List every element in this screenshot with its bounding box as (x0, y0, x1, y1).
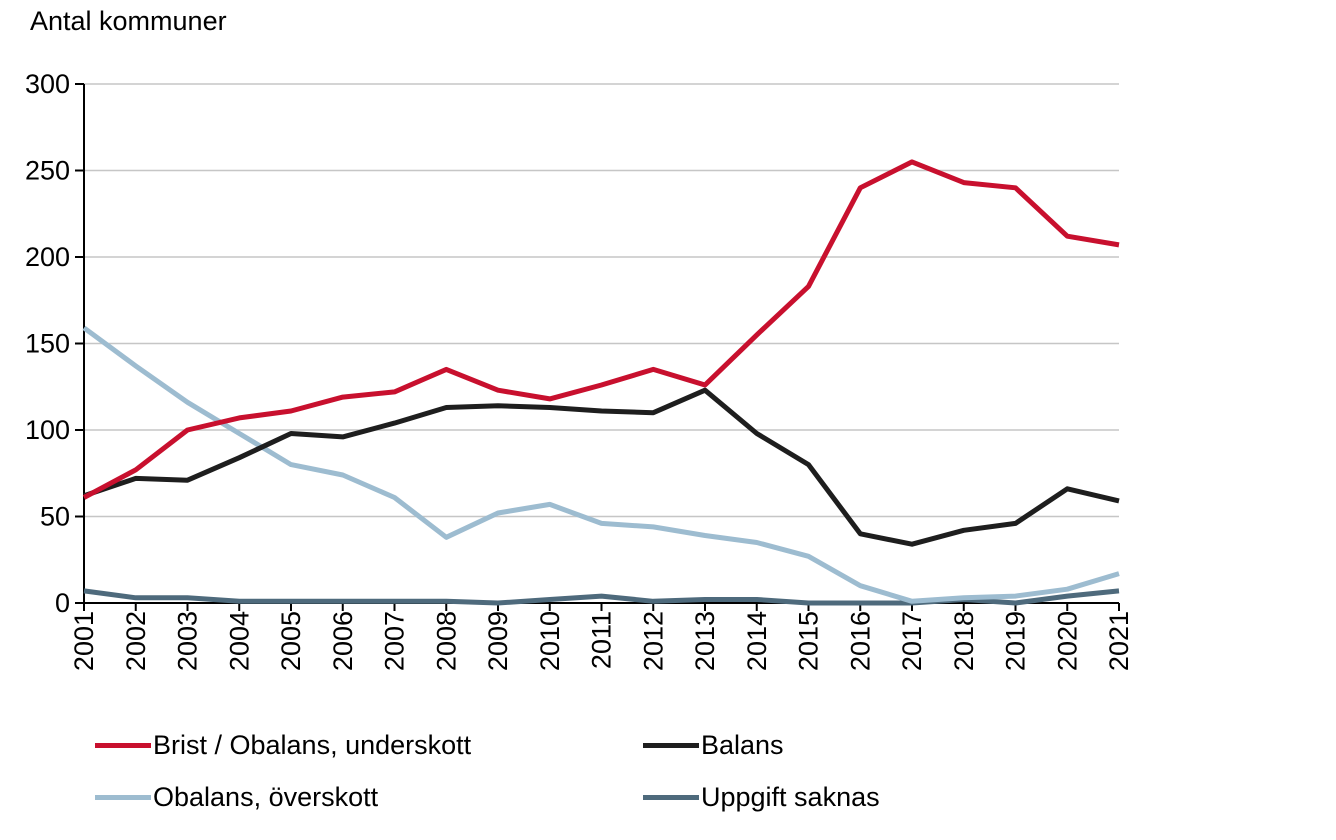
y-tick-label-150: 150 (25, 329, 70, 359)
x-tick-label-2006: 2006 (328, 611, 358, 671)
x-tick-label-2003: 2003 (173, 611, 203, 671)
tick-labels: 0 50 100 150 200 250 300 2001 2002 2003 2004 2005 20… (25, 69, 1134, 671)
series-line-0 (82, 159, 1120, 500)
legend-item-brist: Brist / Obalans, underskott (95, 730, 471, 761)
y-tick-label-250: 250 (25, 156, 70, 186)
legend-swatch-overskott (95, 795, 151, 800)
x-tick-label-2017: 2017 (897, 611, 927, 671)
x-tick-label-2008: 2008 (431, 611, 461, 671)
legend-swatch-uppgift-saknas (643, 795, 699, 800)
x-tick-label-2018: 2018 (949, 611, 979, 671)
y-tick-label-100: 100 (25, 415, 70, 445)
x-tick-label-2015: 2015 (794, 611, 824, 671)
x-tick-label-2007: 2007 (380, 611, 410, 671)
y-tick-label-0: 0 (55, 588, 70, 618)
legend-item-overskott: Obalans, överskott (95, 782, 378, 813)
x-tick-label-2009: 2009 (483, 611, 513, 671)
series-line-1 (83, 387, 1120, 547)
y-axis-label: Antal kommuner (30, 6, 227, 36)
x-tick-label-2010: 2010 (535, 611, 565, 671)
series-lines (82, 159, 1120, 606)
legend-label-overskott: Obalans, överskott (153, 782, 379, 812)
legend-label-uppgift-saknas: Uppgift saknas (701, 782, 880, 812)
x-tick-label-2020: 2020 (1052, 611, 1082, 671)
legend-item-balans: Balans (643, 730, 784, 761)
legend-label-brist: Brist / Obalans, underskott (153, 730, 472, 760)
legend-item-uppgift-saknas: Uppgift saknas (643, 782, 880, 813)
x-tick-label-2014: 2014 (742, 611, 772, 671)
x-tick-label-2001: 2001 (69, 611, 99, 671)
x-tick-label-2021: 2021 (1104, 611, 1134, 671)
x-tick-label-2019: 2019 (1001, 611, 1031, 671)
x-tick-label-2011: 2011 (587, 611, 617, 669)
x-tick-label-2002: 2002 (121, 611, 151, 671)
y-tick-label-300: 300 (25, 69, 70, 99)
series-line-2 (82, 325, 1120, 604)
x-tick-label-2013: 2013 (690, 611, 720, 671)
y-tick-label-200: 200 (25, 242, 70, 272)
line-chart: 0 50 100 150 200 250 300 2001 2002 2003 2004 2005 20… (25, 69, 1134, 671)
x-tick-label-2005: 2005 (276, 611, 306, 671)
x-tick-label-2012: 2012 (638, 611, 668, 671)
x-tick-label-2004: 2004 (224, 611, 254, 671)
legend-swatch-brist (95, 743, 151, 748)
y-tick-label-50: 50 (40, 502, 70, 532)
legend-label-balans: Balans (701, 730, 784, 760)
legend-swatch-balans (643, 743, 699, 748)
x-tick-label-2016: 2016 (845, 611, 875, 671)
gridlines (84, 83, 1119, 518)
